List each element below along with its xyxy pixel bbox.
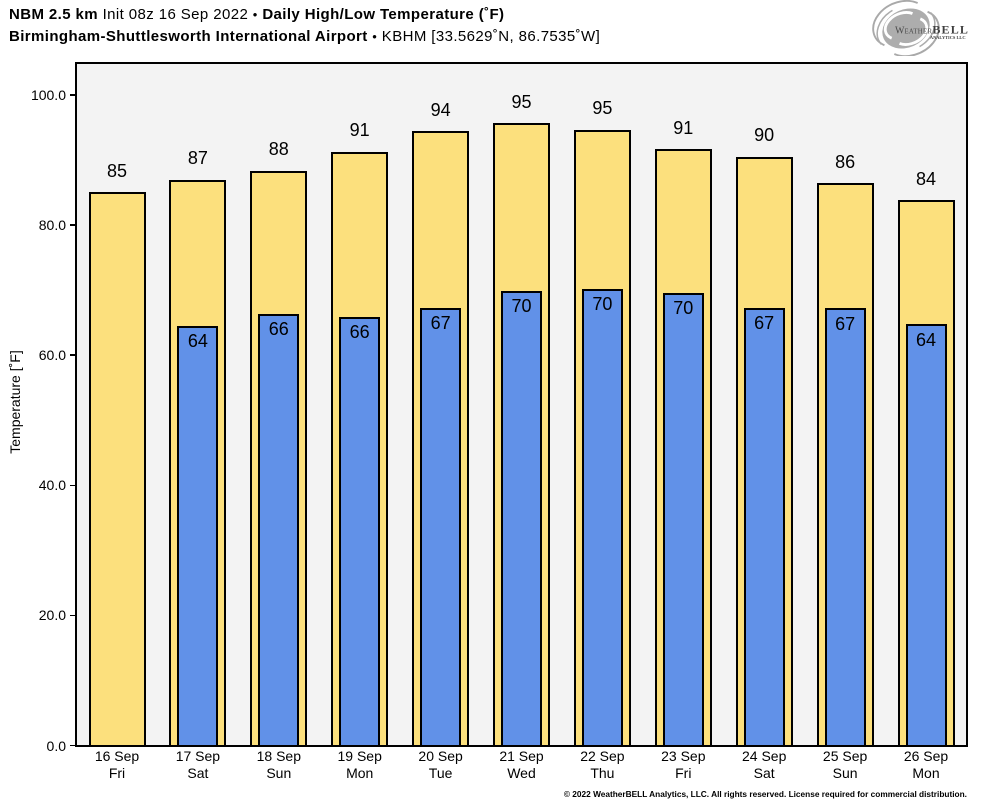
- svg-text:ANALYTICS LLC: ANALYTICS LLC: [930, 35, 966, 40]
- svg-text:WEATHERBELL: WEATHERBELL: [895, 23, 969, 37]
